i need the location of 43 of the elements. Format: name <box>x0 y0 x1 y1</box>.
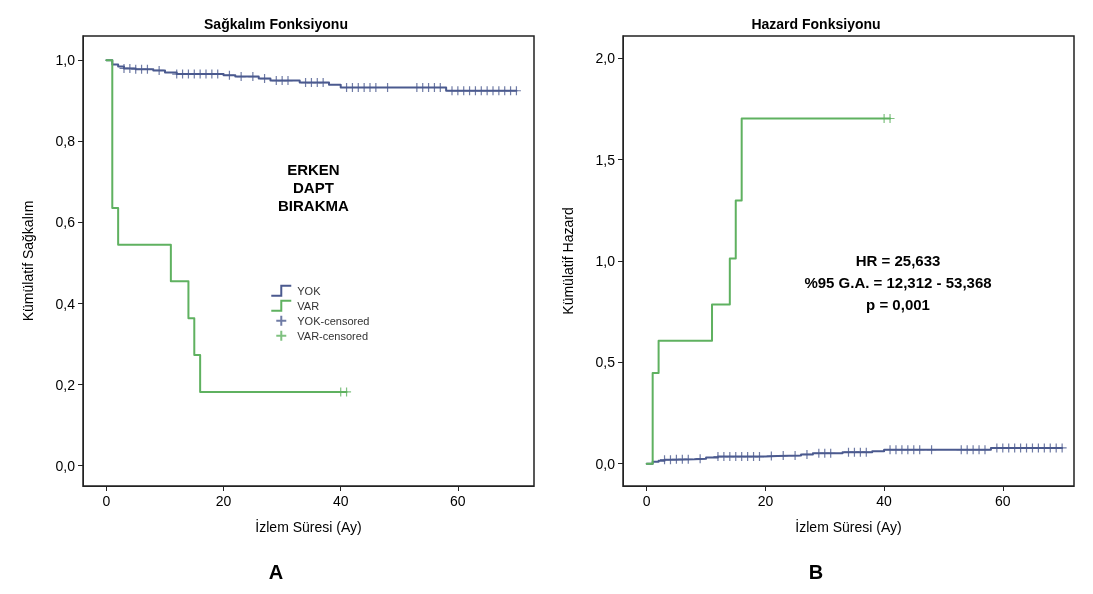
y-tick-label: 0,0 <box>595 455 616 472</box>
y-axis-title: Kümülatif Sağkalım <box>20 200 36 322</box>
y-tick-label: 1,0 <box>595 253 616 269</box>
point <box>124 63 135 74</box>
text: A <box>268 561 284 583</box>
point <box>318 77 329 88</box>
x-tick-label: 40 <box>332 493 349 509</box>
point <box>282 75 294 86</box>
chart-title: Sağkalım Fonksiyonu <box>204 16 348 32</box>
x-tick-label: 0 <box>102 493 111 509</box>
x-tick-label: 60 <box>450 493 466 509</box>
y-tick-label: 0,4 <box>55 295 76 312</box>
legend-label: VAR <box>297 299 320 312</box>
point <box>801 449 813 460</box>
x-axis-title: İzlem Süresi (Ay) <box>795 518 902 535</box>
y-tick-label: 0,0 <box>55 457 76 474</box>
x-tick-label: 20 <box>215 493 232 509</box>
annotation: %95 G.A. = 12,312 - 53,368 <box>804 274 992 291</box>
annotation: p = 0,001 <box>866 296 930 313</box>
text: B <box>808 561 824 583</box>
y-tick-label: 2,0 <box>595 50 616 67</box>
y-tick-label: 0,6 <box>55 214 76 231</box>
legend-label: YOK <box>297 284 322 297</box>
x-tick-label: 60 <box>995 493 1011 509</box>
legend-label: YOK-censored <box>297 314 370 327</box>
y-tick-label: 0,5 <box>595 354 616 371</box>
y-tick-label: 1,5 <box>595 151 616 168</box>
point <box>247 71 258 82</box>
y-axis-title: Kümülatif Hazard <box>560 207 576 315</box>
point <box>861 447 872 458</box>
x-tick-label: 0 <box>642 493 651 509</box>
y-tick-label: 1,0 <box>55 52 76 69</box>
legend-title: ERKEN DAPT BIRAKMA <box>278 160 349 214</box>
y-tick-label: 0,2 <box>55 376 76 393</box>
chart-title: Hazard Fonksiyonu <box>751 16 881 32</box>
legend-label: VAR-censored <box>297 329 368 342</box>
point <box>236 71 247 82</box>
point <box>154 65 165 76</box>
y-tick-label: 0,8 <box>55 133 76 150</box>
annotation: HR = 25,633 <box>855 252 941 269</box>
x-tick-label: 40 <box>876 493 893 509</box>
x-axis-title: İzlem Süresi (Ay) <box>255 518 362 535</box>
x-tick-label: 20 <box>757 493 774 509</box>
